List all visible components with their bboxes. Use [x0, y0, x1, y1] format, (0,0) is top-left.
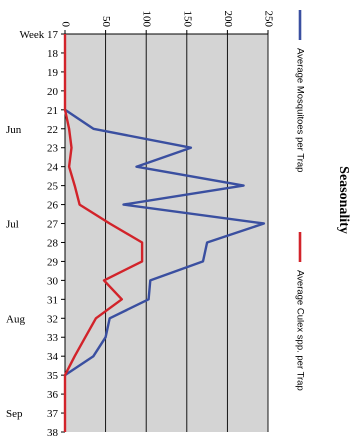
week-tick-label: 21 [47, 105, 58, 117]
week-tick-label: Week 17 [19, 29, 58, 41]
week-tick-label: 27 [47, 219, 59, 231]
week-tick-label: 37 [47, 408, 59, 420]
grid-lines [105, 34, 269, 432]
value-tick-label: 200 [222, 11, 234, 28]
legend: Average Mosquitoes per Trap Average Culex… [294, 10, 305, 391]
legend-label: Average Mosquitoes per Trap [294, 48, 305, 172]
week-tick-label: 26 [47, 200, 59, 212]
week-axis-ticks: Week 17 18 19 20 21 22 23 24 25 26 27 28 29 30 31 32 33 3… [19, 29, 58, 439]
week-tick-label: 19 [47, 67, 59, 79]
week-tick-label: 35 [47, 370, 59, 382]
chart-title: Seasonality [336, 166, 351, 234]
value-tick-label: 50 [100, 16, 112, 28]
week-tick-label: 28 [47, 237, 59, 249]
value-tick-label: 250 [262, 11, 274, 28]
month-label: Aug [6, 313, 25, 325]
week-tick-label: 32 [47, 313, 58, 325]
month-label: Jun [6, 124, 22, 136]
week-tick-label: 29 [47, 256, 59, 268]
week-tick-label: 18 [47, 48, 59, 60]
week-tick-label: 23 [47, 143, 59, 155]
series-line-mosquitoes [64, 108, 266, 377]
week-tick-label: 36 [47, 389, 59, 401]
month-label: Sep [6, 408, 23, 420]
value-tick-label: 150 [181, 11, 193, 28]
week-tick-label: 20 [47, 86, 59, 98]
month-labels: Jun Jul Aug Sep [6, 124, 25, 420]
week-tick-label: 25 [47, 181, 59, 193]
value-tick-label: 0 [59, 22, 71, 28]
week-tick-label: 22 [47, 124, 58, 136]
week-tick-label: 34 [47, 351, 59, 363]
week-tick-label: 24 [47, 162, 59, 174]
week-tick-label: 31 [47, 294, 58, 306]
week-tick-label: 33 [47, 332, 59, 344]
value-axis-ticks: 0 50 100 150 200 250 [59, 11, 274, 28]
week-tick-label: 38 [47, 427, 59, 439]
month-label: Jul [6, 219, 19, 231]
value-tick-label: 100 [141, 11, 153, 28]
legend-label: Average Culex spp. per Trap [294, 270, 305, 391]
series-lines [63, 34, 266, 432]
week-tick-label: 30 [47, 275, 59, 287]
series-line-culex [63, 34, 144, 432]
